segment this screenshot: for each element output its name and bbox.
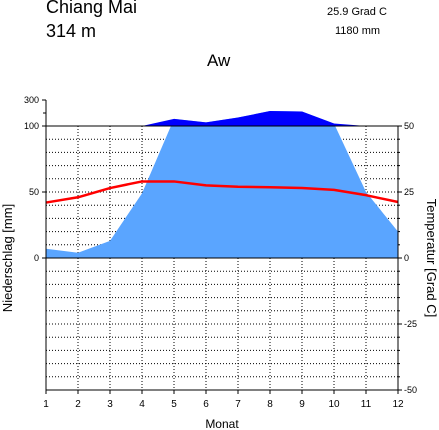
- y-axis-left-label: Niederschlag [mm]: [0, 204, 15, 312]
- x-tick-label: 8: [267, 399, 273, 410]
- x-tick-label: 11: [361, 399, 372, 410]
- y-left-tick-label: 50: [29, 187, 39, 197]
- y-right-tick-label: -25: [404, 319, 417, 329]
- precipitation-humid-fill: [46, 111, 398, 126]
- x-tick-label: 3: [107, 399, 113, 410]
- y-right-tick-label: 25: [404, 187, 414, 197]
- x-tick-label: 2: [75, 399, 81, 410]
- x-tick-label: 5: [171, 399, 177, 410]
- climate-class-title: Aw: [207, 51, 231, 70]
- x-tick-label: 12: [392, 399, 404, 410]
- x-tick-label: 9: [299, 399, 305, 410]
- x-tick-label: 10: [328, 399, 340, 410]
- y-left-tick-label: 100: [24, 121, 39, 131]
- y-axis-right-label: Temperatur [Grad C]: [424, 199, 439, 318]
- temperature-line-group: [45, 180, 399, 204]
- x-tick-label: 7: [235, 399, 241, 410]
- y-right-tick-label: 0: [404, 253, 409, 263]
- y-left-tick-label: 0: [34, 253, 39, 263]
- x-tick-label: 4: [139, 399, 145, 410]
- x-tick-label: 6: [203, 399, 209, 410]
- y-left-tick-label: 300: [24, 95, 39, 105]
- temperature-line: [45, 180, 399, 204]
- station-name: Chiang Mai: [46, 0, 138, 17]
- y-right-tick-label: -50: [404, 385, 417, 395]
- mean-temperature: 25.9 Grad C: [327, 6, 387, 18]
- precipitation-area: [46, 111, 398, 258]
- annual-precipitation: 1180 mm: [335, 25, 381, 37]
- x-tick-label: 1: [43, 399, 49, 410]
- station-elevation: 314 m: [46, 21, 97, 41]
- y-right-tick-label: 50: [404, 121, 414, 131]
- x-axis-label: Monat: [205, 417, 239, 430]
- precipitation-area-fill: [46, 111, 398, 258]
- plot-frame: [45, 100, 399, 391]
